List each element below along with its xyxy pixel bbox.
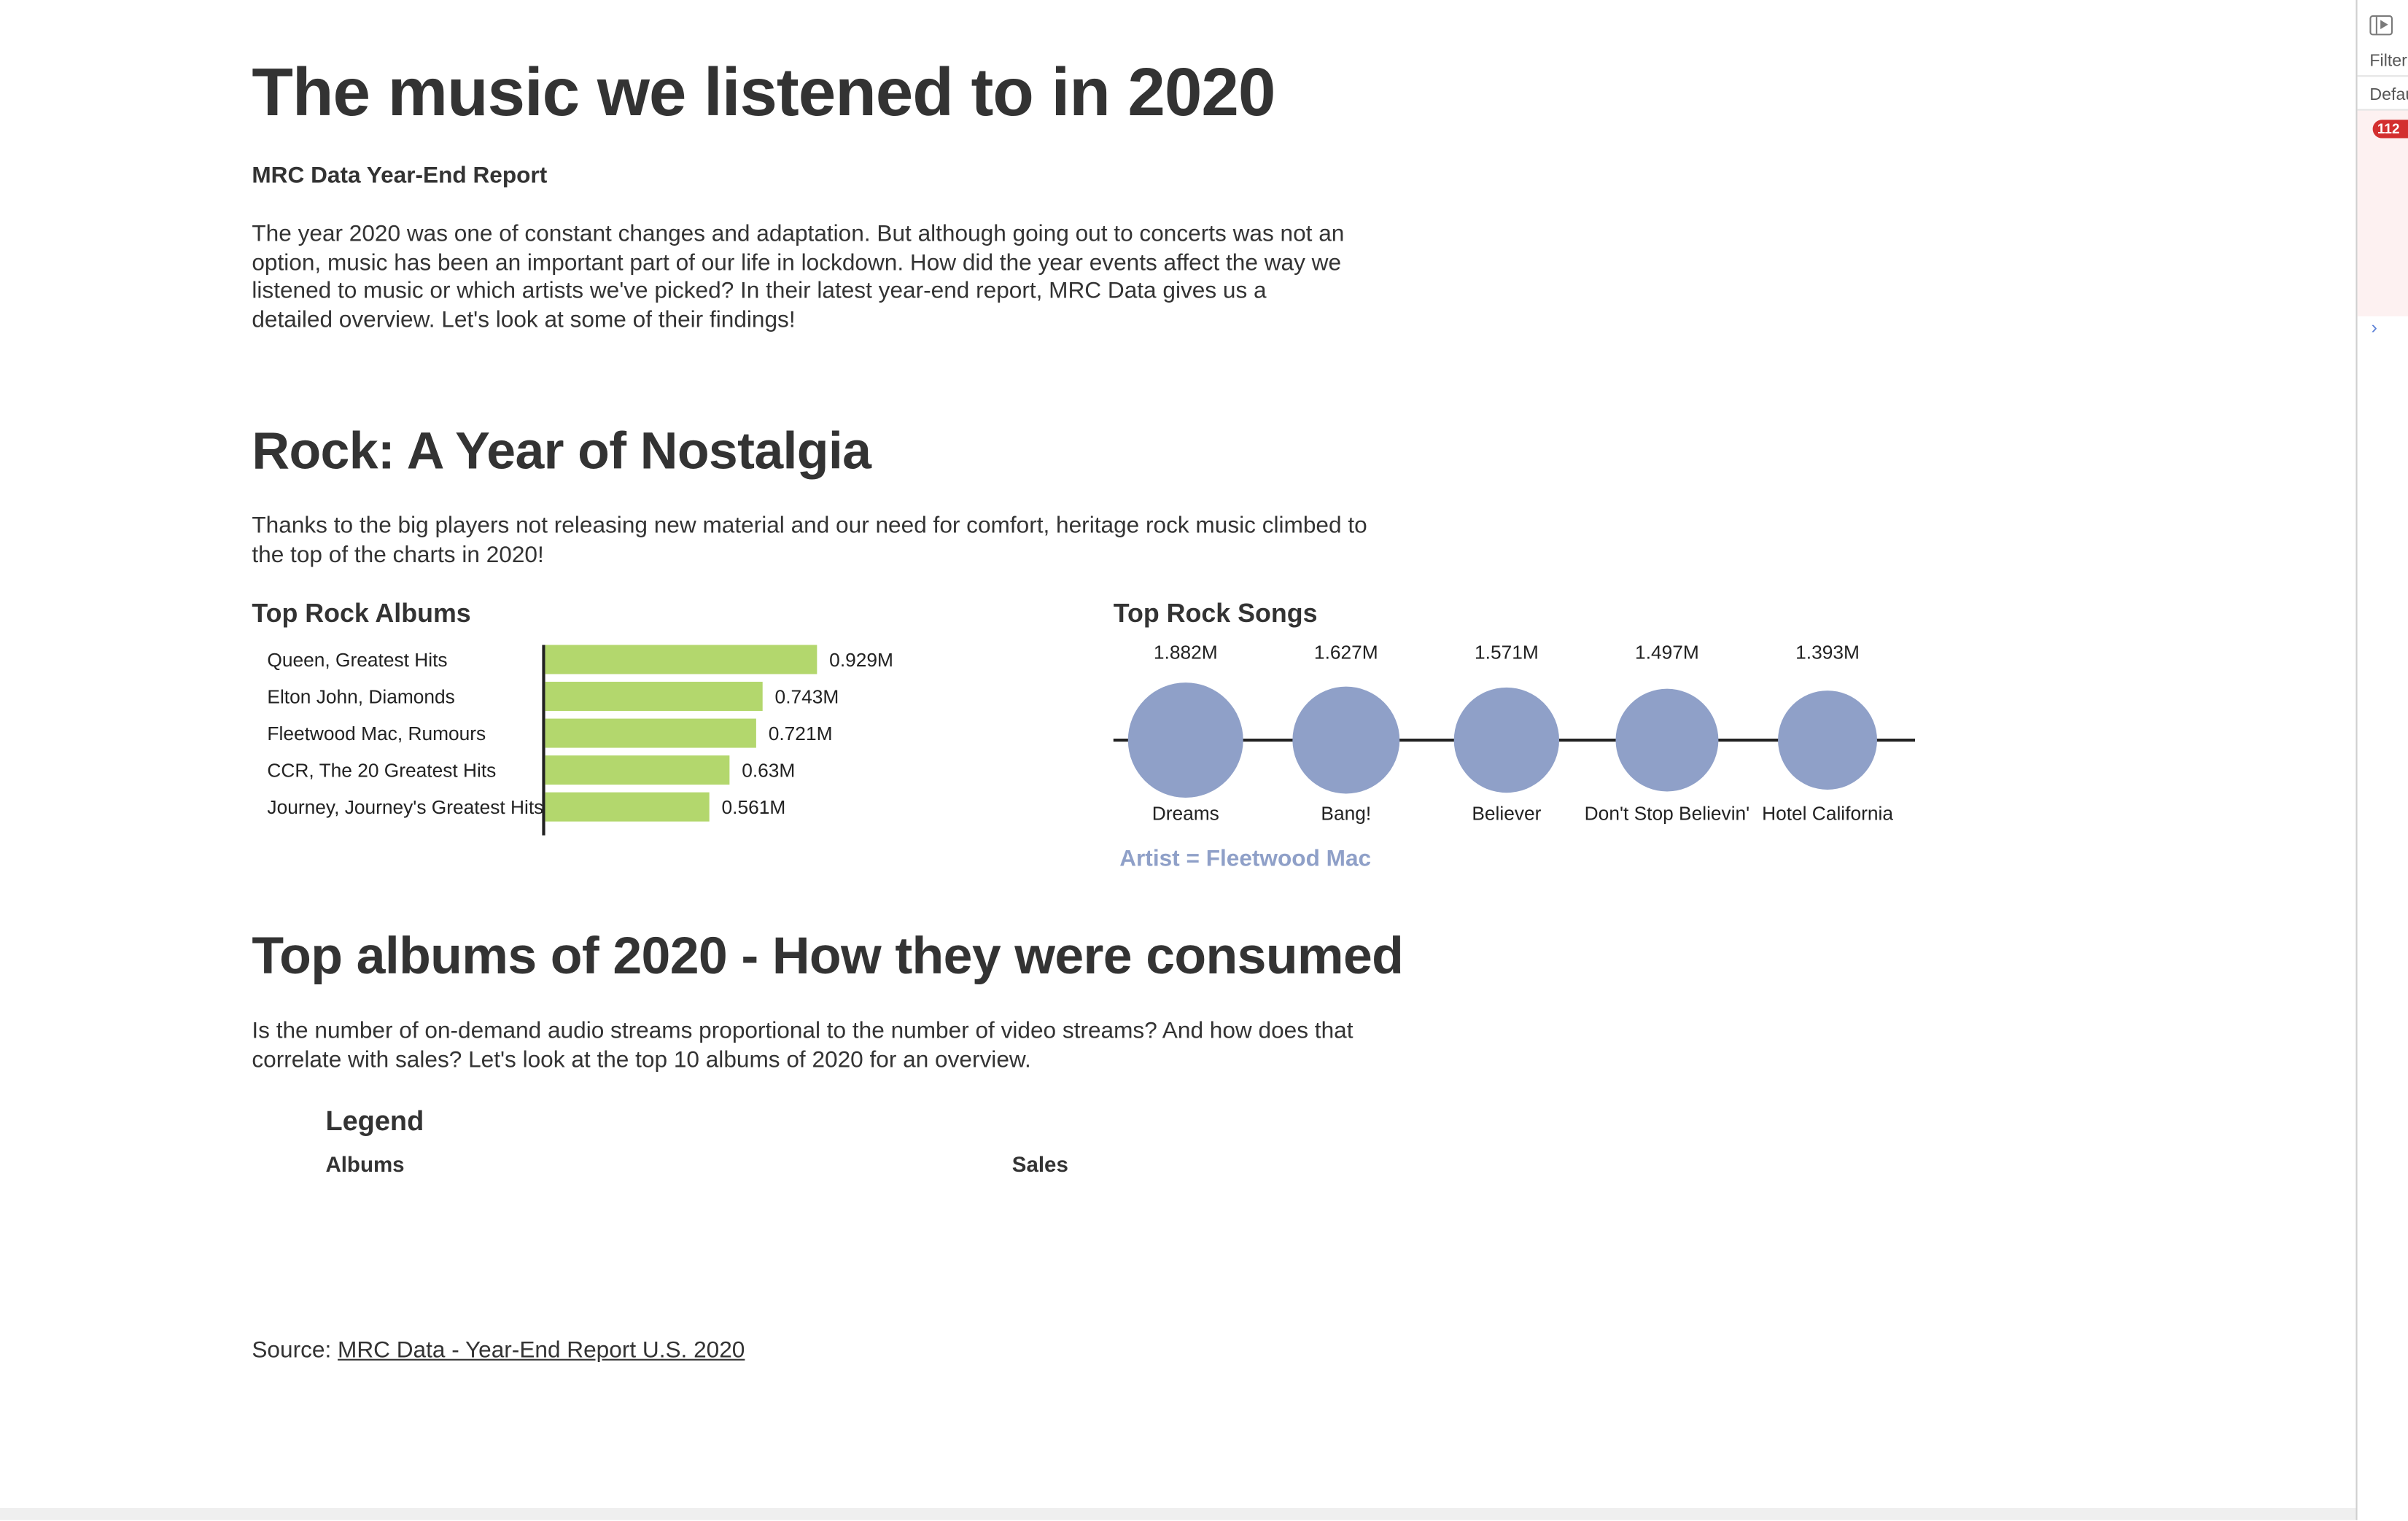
source-line: Source: MRC Data - Year-End Report U.S. … bbox=[252, 1337, 745, 1364]
album-label: CCR, The 20 Greatest Hits bbox=[267, 760, 496, 782]
intro-paragraph: The year 2020 was one of constant change… bbox=[252, 221, 1345, 332]
song-label: Hotel California bbox=[1762, 803, 1893, 825]
rock-section-text: Thanks to the big players not releasing … bbox=[252, 513, 1367, 568]
album-label: Journey, Journey's Greatest Hits bbox=[267, 796, 543, 818]
album-bar bbox=[545, 792, 710, 822]
error-count-badge[interactable]: 112 bbox=[2372, 120, 2408, 139]
album-value-label: 0.743M bbox=[775, 686, 839, 708]
song-label: Dreams bbox=[1152, 803, 1219, 825]
top-rock-albums-title: Top Rock Albums bbox=[252, 599, 471, 629]
album-value-label: 0.721M bbox=[769, 723, 833, 744]
panel-toggle-icon[interactable] bbox=[2369, 15, 2393, 36]
song-value-label: 1.393M bbox=[1795, 641, 1860, 663]
album-value-label: 0.63M bbox=[742, 760, 795, 782]
devtools-levels-dropdown[interactable]: Defau bbox=[2357, 80, 2408, 111]
top-rock-albums-chart: Queen, Greatest Hits 0.929M Elton John, Di… bbox=[267, 645, 893, 836]
album-label: Fleetwood Mac, Rumours bbox=[267, 723, 486, 744]
album-label: Queen, Greatest Hits bbox=[267, 649, 447, 671]
top-albums-text: Is the number of on-demand audio streams… bbox=[252, 1018, 1353, 1073]
song-value-label: 1.571M bbox=[1475, 641, 1539, 663]
page-title: The music we listened to in 2020 bbox=[252, 55, 1275, 131]
song-bubble bbox=[1453, 687, 1560, 793]
song-label: Believer bbox=[1472, 803, 1541, 825]
devtools-panel: Filter Defau 112 › bbox=[2355, 0, 2408, 1520]
source-link[interactable]: MRC Data - Year-End Report U.S. 2020 bbox=[338, 1337, 745, 1364]
song-label: Bang! bbox=[1321, 803, 1371, 825]
legend-sales-label: Sales bbox=[1011, 1151, 1068, 1177]
album-label: Elton John, Diamonds bbox=[267, 686, 454, 708]
report-subtitle: MRC Data Year-End Report bbox=[252, 163, 548, 190]
artist-note: Artist = Fleetwood Mac bbox=[1119, 846, 1372, 873]
devtools-error-area bbox=[2357, 110, 2408, 316]
song-bubble bbox=[1127, 682, 1243, 798]
song-value-label: 1.497M bbox=[1635, 641, 1699, 663]
devtools-filter-input[interactable]: Filter bbox=[2357, 46, 2408, 77]
album-bar bbox=[545, 682, 763, 712]
song-bubble bbox=[1292, 686, 1400, 794]
album-bar bbox=[545, 645, 817, 674]
song-label: Don't Stop Believin' bbox=[1585, 803, 1750, 825]
song-bubble bbox=[1615, 688, 1719, 792]
chevron-right-icon[interactable]: › bbox=[2371, 316, 2377, 338]
album-bar bbox=[545, 755, 730, 785]
bottom-scroll-strip bbox=[0, 1507, 2356, 1520]
top-rock-songs-title: Top Rock Songs bbox=[1113, 599, 1318, 629]
source-prefix: Source: bbox=[252, 1337, 338, 1364]
song-bubble bbox=[1778, 691, 1877, 790]
legend-title: Legend bbox=[325, 1105, 424, 1137]
album-value-label: 0.561M bbox=[722, 796, 786, 818]
rock-section-heading: Rock: A Year of Nostalgia bbox=[252, 422, 871, 481]
album-value-label: 0.929M bbox=[829, 649, 893, 671]
legend-albums-label: Albums bbox=[325, 1151, 405, 1177]
album-bar bbox=[545, 718, 756, 748]
song-value-label: 1.882M bbox=[1154, 641, 1218, 663]
top-albums-heading: Top albums of 2020 - How they were consu… bbox=[252, 927, 1404, 986]
song-value-label: 1.627M bbox=[1314, 641, 1378, 663]
top-rock-songs-chart: 1.882M Dreams 1.627M Bang! 1.571M Believer 1.4… bbox=[1113, 641, 1916, 825]
